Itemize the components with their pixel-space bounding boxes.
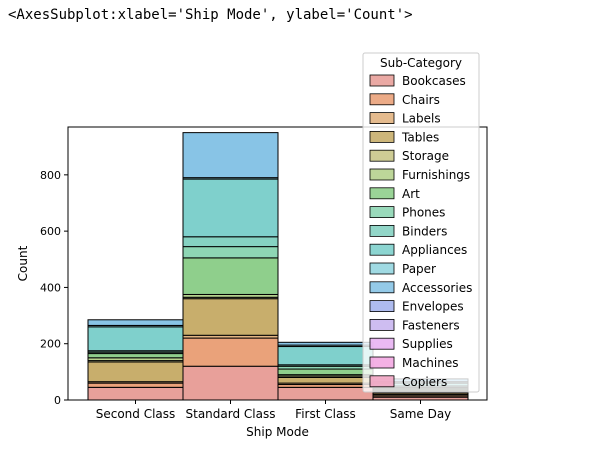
x-axis-label: Ship Mode [246,425,309,439]
y-tick-label: 200 [40,338,61,351]
legend-swatch-bookcases [369,74,395,87]
y-tick-label: 800 [40,169,61,182]
bar-segment-first-class-bookcases [277,386,374,401]
legend-label-fasteners: Fasteners [402,318,460,332]
bar-segment-second-class-chairs [87,382,184,388]
bar-segment-second-class-appliances [87,326,184,352]
bar-segment-standard-class-accessories [182,132,279,179]
y-tick-label: 600 [40,225,61,238]
legend-swatch-furnishings [369,168,395,181]
legend-swatch-supplies [369,337,395,350]
bar-segment-standard-class-tables [182,298,279,336]
x-tick-label: Standard Class [186,407,276,421]
legend-label-phones: Phones [402,206,445,220]
x-axis-ticks: Second Class Standard Class First Class Sam… [96,400,452,421]
legend-label-bookcases: Bookcases [402,74,466,88]
bar-segment-second-class-bookcases [87,386,184,401]
legend-swatch-storage [369,149,395,162]
y-tick-label: 0 [54,394,61,407]
legend-label-storage: Storage [402,149,449,163]
x-tick-label: First Class [295,407,356,421]
bar-segment-first-class-art [277,368,374,376]
bar-segment-standard-class-appliances [182,178,279,238]
legend-swatch-machines [369,356,395,369]
bar-segment-standard-class-art [182,257,279,295]
legend-items: Bookcases Chairs Labels Tables Storage Furnis… [369,74,472,389]
legend-swatch-envelopes [369,300,395,313]
x-tick-label: Second Class [96,407,176,421]
legend-swatch-appliances [369,243,395,256]
y-axis-ticks: 0 200 400 600 800 [40,169,68,407]
legend-swatch-accessories [369,281,395,294]
bar-segment-standard-class-binders [182,236,279,248]
cell-output-repr: <AxesSubplot:xlabel='Ship Mode', ylabel=… [8,7,413,23]
legend-label-furnishings: Furnishings [402,168,470,182]
bar-segment-first-class-appliances [277,346,374,366]
bar-segment-first-class-accessories [277,341,374,346]
y-axis-label: Count [16,245,30,281]
bar-segment-second-class-accessories [87,319,184,326]
legend-label-appliances: Appliances [402,243,467,257]
legend-swatch-copiers [369,375,395,388]
legend-label-supplies: Supplies [402,337,453,351]
bars-layer [87,132,469,401]
legend-swatch-fasteners [369,318,395,331]
legend-label-tables: Tables [401,130,439,144]
legend-label-binders: Binders [402,224,447,238]
legend-swatch-chairs [369,93,395,106]
legend-swatch-tables [369,130,395,143]
plot-frame [67,126,488,401]
legend-swatch-binders [369,224,395,237]
legend-label-chairs: Chairs [402,93,440,107]
bar-segment-standard-class-chairs [182,337,279,367]
legend-label-labels: Labels [402,112,441,126]
legend: Sub-Category Bookcases Chairs Labels Tables… [362,52,480,393]
legend-swatch-paper [369,262,395,275]
legend-title: Sub-Category [380,56,462,70]
legend-label-envelopes: Envelopes [402,300,464,314]
bar-segment-second-class-art [87,353,184,359]
legend-label-copiers: Copiers [402,375,447,389]
bar-segment-standard-class-bookcases [182,365,279,401]
legend-label-art: Art [402,187,420,201]
bar-segment-second-class-tables [87,361,184,383]
legend-label-paper: Paper [402,262,436,276]
legend-swatch-phones [369,206,395,219]
legend-swatch-labels [369,112,395,124]
legend-label-accessories: Accessories [402,281,472,295]
y-tick-label: 400 [40,281,61,294]
legend-label-machines: Machines [402,356,458,370]
bar-segment-standard-class-phones [182,246,279,259]
legend-swatch-art [369,187,395,200]
bar-segment-first-class-tables [277,376,374,384]
x-tick-label: Same Day [390,407,452,421]
